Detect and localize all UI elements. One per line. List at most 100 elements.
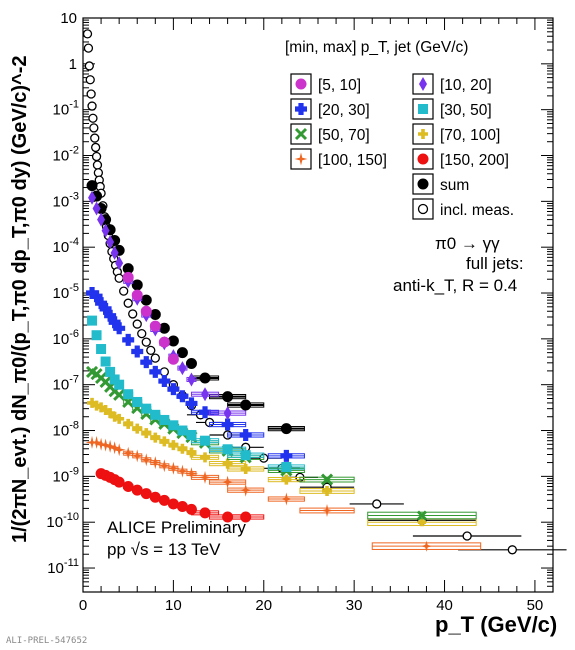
data-point <box>148 456 162 470</box>
data-point <box>121 446 135 460</box>
data-point <box>85 75 95 85</box>
data-point <box>105 408 116 419</box>
y-tick-label: 10-11 <box>47 557 79 577</box>
data-point <box>294 127 308 141</box>
data-point <box>113 476 125 488</box>
data-point <box>176 347 188 359</box>
data-point <box>123 418 134 429</box>
data-point <box>99 438 113 452</box>
data-point <box>87 397 98 408</box>
data-point <box>131 279 143 291</box>
data-point <box>128 309 138 319</box>
data-point <box>140 294 152 306</box>
data-point <box>158 375 171 388</box>
legend-label: [10, 20] <box>440 77 492 94</box>
data-point <box>167 383 180 396</box>
data-point-stroke <box>294 127 308 141</box>
data-point <box>113 322 126 335</box>
data-point-stroke <box>85 365 99 378</box>
data-point <box>119 286 129 296</box>
data-point <box>89 123 99 133</box>
data-point <box>158 322 170 334</box>
data-point <box>92 160 103 170</box>
data-point <box>105 366 116 377</box>
data-point <box>139 453 153 467</box>
y-tick-label: 10-1 <box>53 99 79 119</box>
y-tick-label: 1 <box>69 56 77 73</box>
data-point <box>158 336 170 348</box>
data-point <box>110 245 119 260</box>
data-point <box>109 374 120 385</box>
data-point <box>103 439 117 453</box>
data-point <box>132 396 143 407</box>
data-point <box>281 462 292 473</box>
legend-label: [30, 50] <box>440 102 492 119</box>
data-point <box>141 403 152 414</box>
data-point <box>130 449 144 463</box>
data-point <box>176 501 188 513</box>
data-point <box>149 308 161 320</box>
data-point <box>221 418 234 431</box>
legend-item: [50, 70] <box>290 123 370 145</box>
data-point <box>140 305 152 317</box>
y-tick-label: 10-2 <box>53 145 79 165</box>
data-point <box>100 356 111 367</box>
legend-title: [min, max] p_T, jet (GeV/c) <box>285 39 468 56</box>
data-point <box>131 345 144 358</box>
data-point <box>114 413 125 424</box>
data-point <box>87 101 97 111</box>
annotation-experiment: ALICE Preliminary <box>107 518 246 537</box>
data-point <box>108 316 121 329</box>
series-5-10 <box>122 271 179 365</box>
data-point <box>168 440 179 451</box>
data-point <box>83 43 94 53</box>
data-point <box>157 459 171 473</box>
data-point <box>114 273 124 283</box>
data-point <box>167 498 179 510</box>
data-point <box>91 330 102 341</box>
data-point <box>417 518 426 527</box>
data-point <box>86 180 98 192</box>
data-point <box>418 104 428 114</box>
series-100-150 <box>85 435 482 552</box>
x-tick-label: 0 <box>79 597 87 614</box>
series-70-100 <box>87 397 477 527</box>
data-point <box>90 290 103 303</box>
data-point <box>279 492 293 506</box>
data-point <box>87 315 98 326</box>
y-tick-label: 10-3 <box>53 190 79 210</box>
data-point <box>101 223 110 238</box>
data-point <box>320 504 334 517</box>
data-point <box>95 297 108 310</box>
data-point <box>132 319 142 329</box>
data-point <box>167 335 179 347</box>
data-point <box>90 435 104 449</box>
data-point <box>140 488 152 500</box>
data-point <box>149 320 161 332</box>
y-tick-label: 10 <box>60 10 77 27</box>
data-point <box>131 484 143 496</box>
data-point <box>141 337 151 347</box>
annotation-decay: π0 → γγ <box>435 234 500 253</box>
data-point <box>198 470 212 484</box>
data-point <box>199 507 211 519</box>
data-point <box>106 234 115 249</box>
legend-label: [150, 200] <box>440 152 509 169</box>
x-tick-label: 30 <box>346 597 363 614</box>
series-20-30 <box>86 287 305 462</box>
legend-item: [100, 150] <box>290 148 387 170</box>
data-point <box>186 429 197 440</box>
data-point <box>109 411 120 422</box>
data-point <box>239 483 253 497</box>
y-tick-label: 10-8 <box>53 420 79 440</box>
y-tick-label: 10-10 <box>46 511 79 531</box>
data-point-stroke <box>113 388 126 401</box>
x-axis-label: p_T (GeV/c) <box>435 612 558 637</box>
data-point <box>185 397 198 410</box>
data-point <box>507 545 517 555</box>
data-point <box>295 103 307 115</box>
legend-item: [150, 200] <box>412 148 509 170</box>
y-tick-label: 10-7 <box>53 374 79 394</box>
data-point <box>158 494 170 506</box>
data-point <box>140 356 153 369</box>
